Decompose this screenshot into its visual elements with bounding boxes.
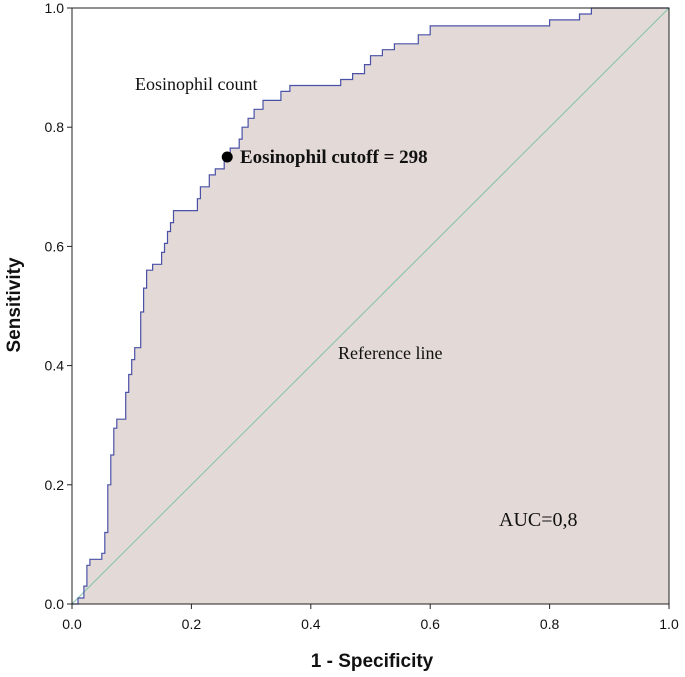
y-tick-label: 1.0: [45, 0, 65, 16]
x-tick-label: 0.6: [420, 616, 440, 632]
reference-line: [71, 7, 670, 605]
y-axis: 0.0 0.2 0.4 0.6 0.8 1.0: [45, 0, 72, 612]
y-tick-label: 0.6: [45, 238, 65, 254]
roc-curve: [72, 7, 669, 605]
x-axis-title: 1 - Specificity: [311, 651, 434, 672]
x-tick-label: 0.8: [540, 616, 560, 632]
y-tick-label: 0.0: [45, 596, 65, 612]
cutoff-marker: [221, 151, 233, 163]
reference-line-label: Reference line: [338, 343, 442, 363]
cutoff-label: Eosinophil cutoff = 298: [240, 147, 428, 168]
y-axis-title: Sensitivity: [4, 257, 25, 352]
x-tick-label: 0.0: [62, 616, 82, 632]
auc-label: AUC=0,8: [499, 509, 578, 531]
x-tick-label: 0.2: [182, 616, 202, 632]
x-tick-label: 0.4: [301, 616, 321, 632]
plot-area: [71, 7, 670, 605]
y-tick-label: 0.8: [45, 119, 65, 135]
y-tick-label: 0.2: [45, 477, 65, 493]
x-axis: 0.0 0.2 0.4 0.6 0.8 1.0: [62, 604, 679, 632]
plot-frame: [71, 7, 670, 605]
x-tick-label: 1.0: [659, 616, 679, 632]
y-tick-label: 0.4: [45, 358, 65, 374]
series-label: Eosinophil count: [135, 74, 258, 94]
